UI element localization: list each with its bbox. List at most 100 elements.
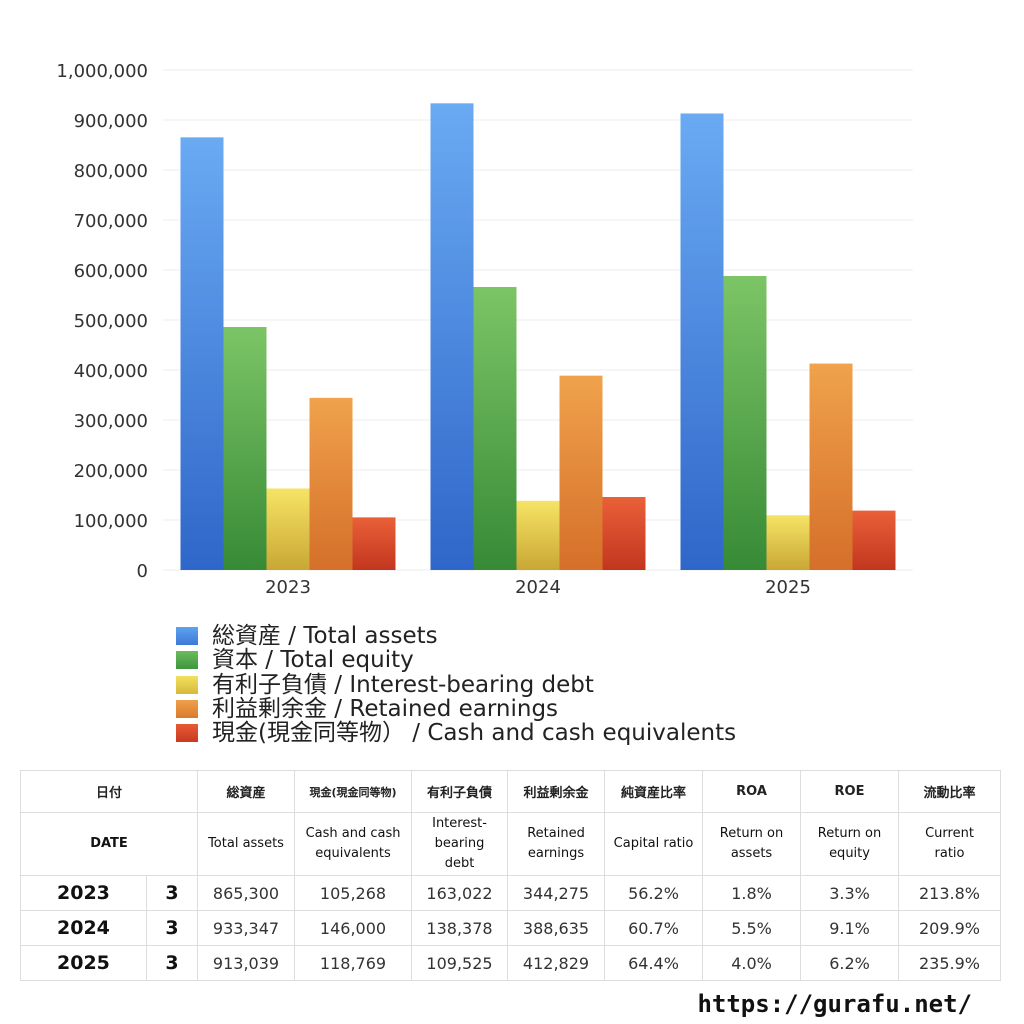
row-year: 2025 <box>20 945 147 981</box>
bar <box>430 103 474 570</box>
bar <box>602 497 646 570</box>
header-total-assets-en: Total assets <box>197 812 296 876</box>
bar <box>473 287 517 570</box>
x-tick-label: 2024 <box>515 577 561 598</box>
cell-retained: 344,275 <box>507 875 606 911</box>
legend-label: 有利子負債 / Interest-bearing debt <box>212 671 594 698</box>
bars <box>180 103 896 570</box>
table-row: 2025 3 913,039 118,769 109,525 412,829 6… <box>20 945 1002 981</box>
cell-roe: 6.2% <box>800 945 900 981</box>
header-roa-en-line: Return on <box>719 826 784 841</box>
cell-capital-ratio: 64.4% <box>604 945 704 981</box>
bar <box>266 488 310 570</box>
cell-current-ratio: 213.8% <box>898 875 1002 911</box>
header-roe-en-line: Return on <box>817 826 882 841</box>
bar <box>809 363 853 570</box>
cell-roa: 1.8% <box>702 875 802 911</box>
row-month: 3 <box>145 945 199 981</box>
header-retained-en-line: earnings <box>527 846 585 861</box>
legend: 総資産 / Total assets 資本 / Total equity 有利子… <box>176 624 736 745</box>
y-tick-label: 500,000 <box>74 311 148 332</box>
cell-roa: 5.5% <box>702 910 802 946</box>
header-current-ratio-en: Current ratio <box>898 812 1002 876</box>
cell-current-ratio: 209.9% <box>898 910 1002 946</box>
header-debt-jp: 有利子負債 <box>411 770 509 813</box>
bar <box>309 397 353 570</box>
bar <box>766 515 810 570</box>
row-month: 3 <box>145 875 199 911</box>
header-total-assets-jp: 総資産 <box>197 770 296 813</box>
header-roe-en: Return on equity <box>800 812 900 876</box>
legend-swatch-retained-earnings <box>176 700 198 719</box>
table-row: 2023 3 865,300 105,268 163,022 344,275 5… <box>20 875 1002 911</box>
header-retained-jp: 利益剰余金 <box>507 770 606 813</box>
bar <box>852 510 896 570</box>
table-header-jp: 日付 総資産 現金(現金同等物) 有利子負債 利益剰余金 純資産比率 ROA R… <box>19 770 1002 813</box>
legend-item-total-equity: 資本 / Total equity <box>176 648 736 672</box>
header-roe: ROE <box>800 770 900 813</box>
y-tick-label: 400,000 <box>74 361 148 382</box>
y-tick-label: 200,000 <box>74 461 148 482</box>
cell-capital-ratio: 60.7% <box>604 910 704 946</box>
header-cash-en-line: equivalents <box>315 846 391 861</box>
bar <box>352 517 396 570</box>
cell-cash: 146,000 <box>294 910 413 946</box>
row-year: 2023 <box>20 875 147 911</box>
y-tick-label: 600,000 <box>74 261 148 282</box>
bar <box>723 276 767 570</box>
header-roa-en-line: assets <box>730 846 773 861</box>
header-retained-en-line: Retained <box>527 826 585 841</box>
header-roe-en-line: equity <box>829 846 870 861</box>
header-debt-en-line: debt <box>444 856 475 871</box>
cell-capital-ratio: 56.2% <box>604 875 704 911</box>
legend-item-retained-earnings: 利益剰余金 / Retained earnings <box>176 697 736 721</box>
y-tick-label: 800,000 <box>74 161 148 182</box>
cell-debt: 138,378 <box>411 910 509 946</box>
row-month: 3 <box>145 910 199 946</box>
header-cash-en: Cash and cash equivalents <box>294 812 413 876</box>
cell-roe: 3.3% <box>800 875 900 911</box>
header-current-en-line: Current <box>925 826 974 841</box>
header-current-ratio-jp: 流動比率 <box>898 770 1002 813</box>
cell-cash: 118,769 <box>294 945 413 981</box>
bar <box>516 500 560 570</box>
table-row: 2024 3 933,347 146,000 138,378 388,635 6… <box>20 910 1002 946</box>
header-retained-en: Retained earnings <box>507 812 606 876</box>
cell-total-assets: 865,300 <box>197 875 296 911</box>
legend-item-cash: 現金(現金同等物） / Cash and cash equivalents <box>176 721 736 745</box>
legend-swatch-cash <box>176 724 198 743</box>
cell-roa: 4.0% <box>702 945 802 981</box>
legend-label: 総資産 / Total assets <box>212 623 438 650</box>
legend-swatch-total-assets <box>176 627 198 646</box>
y-tick-label: 100,000 <box>74 511 148 532</box>
y-tick-label: 300,000 <box>74 411 148 432</box>
cell-roe: 9.1% <box>800 910 900 946</box>
header-debt-en-line: bearing <box>434 836 485 851</box>
cell-debt: 109,525 <box>411 945 509 981</box>
header-capital-ratio-en: Capital ratio <box>604 812 704 876</box>
header-debt-en: Interest-bearing debt <box>411 812 509 876</box>
bar <box>559 375 603 570</box>
bar <box>223 327 267 570</box>
y-tick-label: 0 <box>137 561 148 582</box>
header-debt-en-line: Interest- <box>432 816 487 831</box>
header-capital-ratio-jp: 純資産比率 <box>604 770 704 813</box>
x-tick-label: 2025 <box>765 577 811 598</box>
x-axis-ticks: 2023 2024 2025 <box>265 577 811 598</box>
header-roa: ROA <box>702 770 802 813</box>
header-roa-en: Return on assets <box>702 812 802 876</box>
table-header-en: DATE Total assets Cash and cash equivalen… <box>19 812 1002 876</box>
legend-label: 利益剰余金 / Retained earnings <box>212 696 559 723</box>
y-tick-label: 1,000,000 <box>56 61 148 82</box>
header-current-en-line: ratio <box>934 846 965 861</box>
header-cash-jp: 現金(現金同等物) <box>294 770 413 813</box>
legend-swatch-interest-bearing-debt <box>176 675 198 694</box>
header-date-jp: 日付 <box>19 770 199 813</box>
legend-item-total-assets: 総資産 / Total assets <box>176 624 736 648</box>
legend-swatch-total-equity <box>176 651 198 670</box>
row-year: 2024 <box>20 910 147 946</box>
legend-item-interest-bearing-debt: 有利子負債 / Interest-bearing debt <box>176 673 736 697</box>
bar-chart: 0 100,000 200,000 300,000 400,000 500,000 600,… <box>56 61 913 598</box>
site-url[interactable]: https://gurafu.net/ <box>697 990 972 1018</box>
x-tick-label: 2023 <box>265 577 311 598</box>
